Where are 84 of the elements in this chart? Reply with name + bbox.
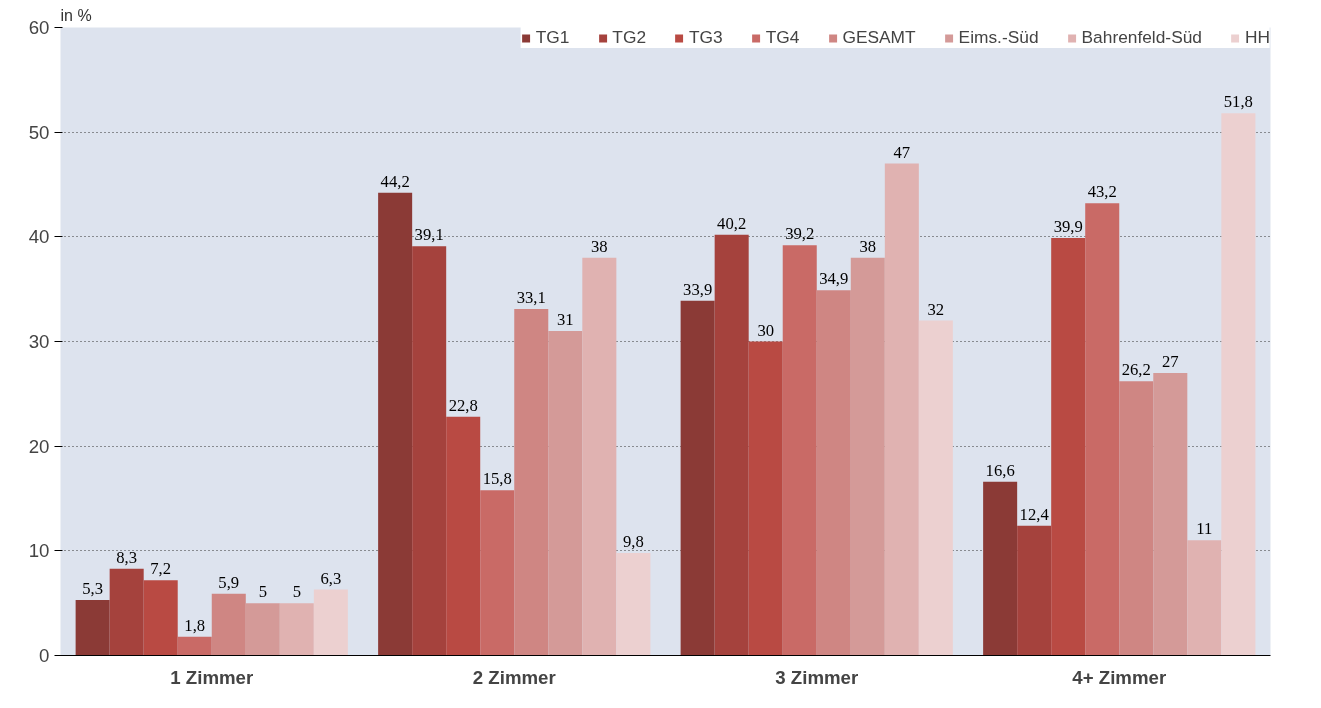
bar xyxy=(446,416,481,656)
data-label: 15,8 xyxy=(482,469,512,489)
data-label: 30 xyxy=(757,320,775,340)
x-tick-label: 3 Zimmer xyxy=(775,666,859,688)
data-label: 12,4 xyxy=(1019,504,1050,524)
legend-label: Eims.-Süd xyxy=(958,27,1039,48)
data-label: 51,8 xyxy=(1223,92,1253,112)
y-tick-label: 0 xyxy=(39,645,50,666)
y-axis-title: in % xyxy=(60,6,92,24)
y-tick-label: 10 xyxy=(28,540,50,562)
data-label: 33,9 xyxy=(683,279,713,299)
bar xyxy=(1187,540,1222,656)
data-label: 5 xyxy=(258,582,267,602)
bar xyxy=(748,341,783,656)
data-label: 27 xyxy=(1161,351,1179,371)
data-label: 16,6 xyxy=(985,460,1015,480)
bar xyxy=(714,234,749,656)
bar xyxy=(1119,381,1154,656)
bar xyxy=(245,603,280,656)
bar xyxy=(782,245,817,656)
x-tick-label: 4+ Zimmer xyxy=(1072,666,1167,688)
legend-label: TG3 xyxy=(689,27,723,48)
bar xyxy=(850,257,885,656)
bar xyxy=(1153,372,1188,656)
bar xyxy=(1051,237,1086,656)
y-tick-label: 40 xyxy=(28,226,50,248)
data-label: 34,9 xyxy=(819,269,849,289)
bar xyxy=(816,290,851,656)
y-tick-label: 60 xyxy=(28,17,50,38)
bar xyxy=(616,552,651,656)
data-label: 38 xyxy=(591,236,608,256)
bar xyxy=(918,320,953,656)
data-label: 39,9 xyxy=(1053,216,1083,236)
bar xyxy=(680,300,715,656)
data-label: 11 xyxy=(1196,519,1213,539)
data-label: 44,2 xyxy=(380,171,410,191)
data-label: 5,3 xyxy=(82,579,104,599)
data-label: 7,2 xyxy=(150,559,172,579)
data-label: 39,2 xyxy=(785,224,815,244)
bar xyxy=(1085,203,1120,656)
data-label: 22,8 xyxy=(448,395,478,415)
bar xyxy=(313,589,348,656)
bar xyxy=(1221,113,1256,656)
data-label: 5,9 xyxy=(218,572,240,592)
legend-label: TG1 xyxy=(535,27,570,48)
bar xyxy=(143,580,178,656)
bar xyxy=(582,257,617,656)
y-tick-label: 30 xyxy=(28,331,50,352)
data-label: 47 xyxy=(893,142,911,162)
data-label: 8,3 xyxy=(116,547,138,567)
data-label: 40,2 xyxy=(717,213,747,233)
data-label: 39,1 xyxy=(414,225,444,245)
data-label: 26,2 xyxy=(1121,360,1151,380)
data-label: 31 xyxy=(556,310,574,330)
legend-label: HH xyxy=(1244,27,1270,48)
bar xyxy=(548,331,583,656)
x-tick-label: 1 Zimmer xyxy=(170,666,254,688)
bar xyxy=(75,600,110,656)
legend-label: GESAMT xyxy=(842,27,916,48)
legend-label: Bahrenfeld-Süd xyxy=(1081,27,1202,48)
data-label: 32 xyxy=(927,299,945,319)
bar xyxy=(1017,525,1052,656)
bar xyxy=(884,163,919,656)
y-tick-label: 50 xyxy=(28,121,50,143)
data-label: 5 xyxy=(292,582,301,602)
bar xyxy=(378,192,413,656)
data-label: 6,3 xyxy=(320,568,342,588)
data-label: 33,1 xyxy=(516,288,546,308)
bar xyxy=(279,603,314,656)
data-label: 1,8 xyxy=(184,615,206,635)
bar xyxy=(514,309,549,656)
legend-label: TG4 xyxy=(765,27,800,48)
bar xyxy=(983,481,1018,656)
data-label: 9,8 xyxy=(622,531,644,551)
data-label: 38 xyxy=(859,236,877,256)
bar xyxy=(412,246,447,656)
x-tick-label: 2 Zimmer xyxy=(472,666,556,688)
y-tick-label: 20 xyxy=(28,435,50,457)
bar xyxy=(480,490,515,656)
bar xyxy=(177,636,212,656)
bar xyxy=(211,593,246,656)
bar xyxy=(109,568,144,656)
data-label: 43,2 xyxy=(1087,182,1117,202)
legend-label: TG2 xyxy=(612,27,647,48)
